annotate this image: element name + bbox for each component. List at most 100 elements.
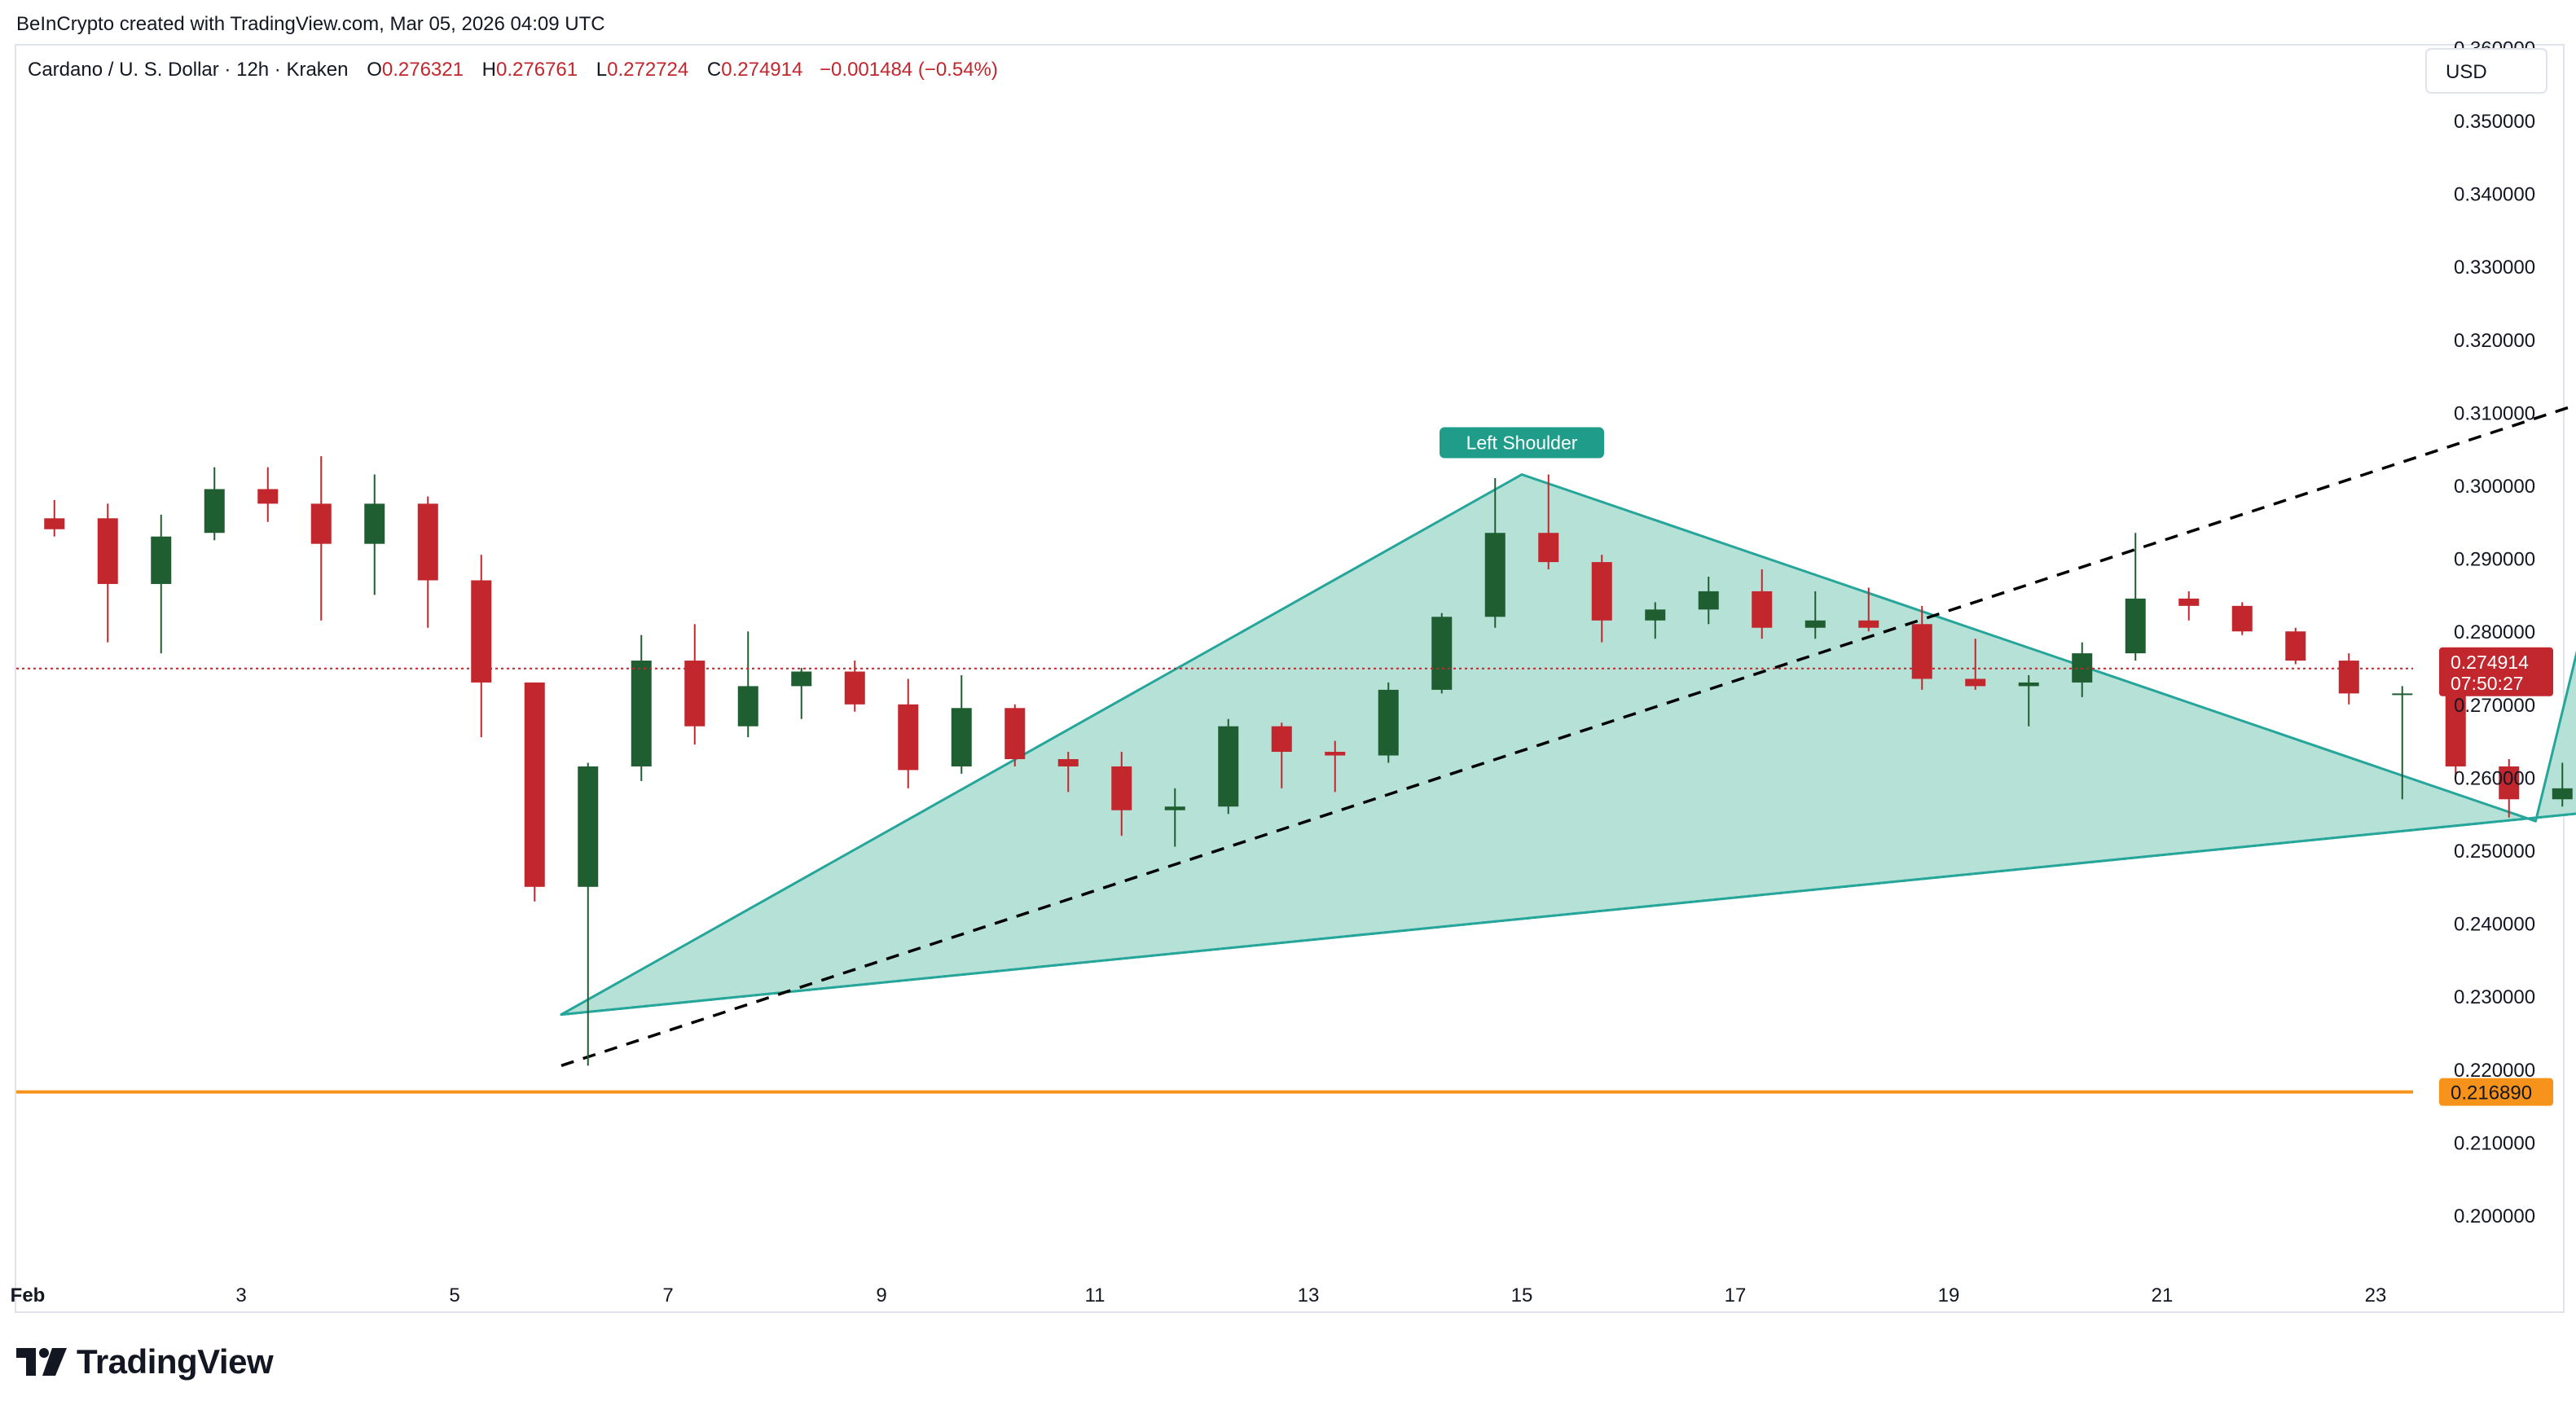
candle-down	[417, 496, 438, 628]
candle-body	[1325, 752, 1346, 756]
time-tick-label: 19	[1938, 1284, 1960, 1306]
time-tick-label: 11	[1085, 1284, 1106, 1306]
candle-up	[2125, 533, 2146, 661]
bar-countdown: 07:50:27	[2451, 673, 2524, 694]
candle-body	[631, 661, 652, 766]
price-tick-label: 0.310000	[2454, 402, 2535, 424]
pattern-label-text: Left Shoulder	[1466, 433, 1578, 454]
trend-line-up	[560, 403, 2576, 1067]
candle-up	[2392, 686, 2413, 800]
price-tick-label: 0.290000	[2454, 549, 2535, 571]
time-tick-label: 7	[662, 1284, 673, 1306]
candle-body	[1965, 678, 1986, 687]
candle-body	[791, 671, 812, 687]
price-tick-label: 0.280000	[2454, 621, 2535, 643]
currency-button[interactable]: USD	[2425, 48, 2547, 94]
candle-down	[1858, 587, 1879, 632]
time-axis[interactable]: Feb3579111315171921232527Mar357911131517	[11, 1284, 2576, 1306]
candle-down	[1271, 722, 1292, 788]
candle-up	[951, 674, 972, 774]
candle-down	[844, 661, 865, 712]
price-axis[interactable]: 0.200000 0.210000 0.220000 0.230000 0.240000…	[2454, 37, 2535, 1227]
pattern-area	[560, 473, 2576, 1017]
candle-up	[578, 762, 599, 1066]
candle-body	[257, 489, 279, 504]
price-tick-label: 0.250000	[2454, 841, 2535, 863]
candle-down	[684, 624, 706, 745]
candle-down	[2178, 591, 2200, 621]
candle-body	[2285, 631, 2306, 661]
candle-down	[2285, 627, 2306, 665]
candle-body	[204, 489, 225, 534]
candle-body	[844, 671, 865, 705]
price-tick-label: 0.220000	[2454, 1060, 2535, 1082]
candle-body	[684, 661, 706, 727]
candle-down	[524, 682, 545, 902]
time-tick-label: 23	[2365, 1284, 2387, 1306]
candle-up	[1645, 602, 1666, 639]
candle-body	[97, 518, 118, 584]
candle-body	[1698, 591, 1719, 610]
candle-body	[1591, 562, 1612, 621]
candle-body	[364, 503, 385, 544]
price-tick-label: 0.210000	[2454, 1132, 2535, 1154]
candle-down	[1325, 740, 1346, 793]
price-tick-label: 0.340000	[2454, 184, 2535, 206]
candle-up	[204, 467, 225, 541]
candle-body	[2231, 605, 2253, 632]
candle-up	[2018, 674, 2039, 727]
open-value: 0.276321	[382, 59, 464, 81]
candle-body	[1805, 620, 1826, 628]
candle-up	[1431, 613, 1453, 694]
pattern-label-bg	[1440, 427, 1604, 459]
chart-credit: BeInCrypto created with TradingView.com,…	[16, 13, 605, 35]
candle-body	[1218, 726, 1239, 807]
candle-body	[898, 704, 919, 771]
low-value: 0.272724	[607, 59, 688, 81]
candle-down	[1057, 752, 1079, 793]
candle-down	[1965, 639, 1986, 690]
candlestick-series[interactable]	[44, 384, 2576, 1066]
price-tick-label: 0.240000	[2454, 914, 2535, 936]
time-tick-label: 13	[1298, 1284, 1320, 1306]
candle-down	[97, 503, 118, 643]
chart-frame	[15, 44, 2565, 1313]
time-tick-label: 5	[449, 1284, 459, 1306]
candle-down	[257, 467, 279, 522]
candle-body	[1858, 620, 1879, 628]
open-label: O	[367, 59, 382, 81]
candle-body	[2552, 788, 2573, 800]
candle-down	[1911, 605, 1932, 690]
candle-body	[44, 518, 65, 529]
candle-down	[44, 499, 65, 537]
candle-down	[471, 555, 492, 738]
tradingview-brand[interactable]: TradingView	[16, 1342, 274, 1381]
candle-down	[1752, 569, 1773, 639]
candle-body	[151, 536, 172, 584]
candle-body	[737, 686, 758, 727]
close-label: C	[707, 59, 721, 81]
candle-body	[578, 766, 599, 887]
candle-up	[364, 474, 385, 595]
candle-up	[737, 631, 758, 738]
candle-down	[898, 678, 919, 788]
target-tag-bg	[2439, 1078, 2553, 1106]
candle-body	[1538, 533, 1559, 563]
candle-up	[1484, 478, 1506, 628]
candle-down	[2499, 759, 2520, 818]
time-tick-label: Feb	[11, 1284, 46, 1306]
time-tick-label: 15	[1511, 1284, 1533, 1306]
candle-down	[310, 456, 332, 621]
change-value: −0.001484 (−0.54%)	[820, 59, 998, 81]
candle-body	[2499, 766, 2520, 800]
last-price-tag-bg	[2439, 647, 2553, 696]
candle-down	[1111, 752, 1132, 837]
candle-body	[1645, 609, 1666, 621]
candle-body	[1271, 726, 1292, 753]
candle-body	[1484, 533, 1506, 617]
candle-up	[791, 668, 812, 719]
last-price-value: 0.274914	[2451, 652, 2529, 673]
tradingview-logo-icon	[16, 1348, 67, 1376]
